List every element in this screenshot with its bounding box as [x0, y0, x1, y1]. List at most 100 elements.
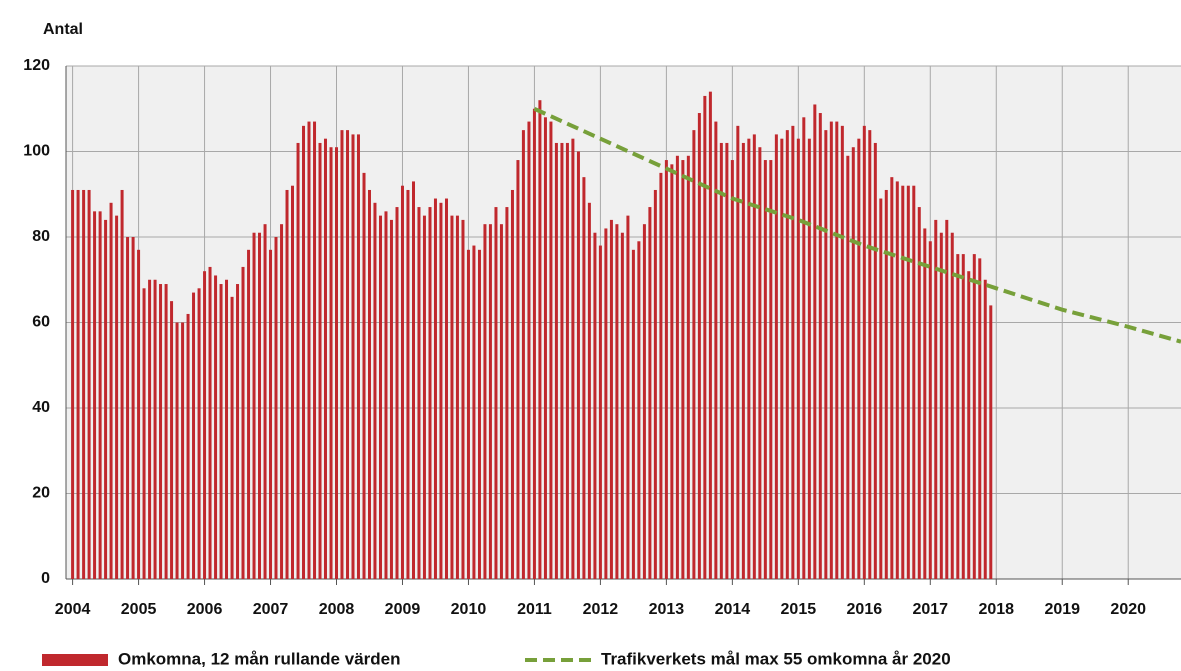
y-axis-label: Antal	[43, 21, 83, 38]
bar	[846, 155, 850, 579]
bar	[510, 189, 514, 579]
bar	[373, 202, 377, 580]
bar	[466, 249, 470, 579]
x-tick-label: 2009	[385, 601, 421, 618]
bar	[82, 189, 86, 579]
bar	[928, 241, 932, 579]
bar	[120, 189, 124, 579]
bar	[153, 279, 157, 579]
y-tick-label: 40	[32, 399, 50, 416]
x-tick-label: 2017	[912, 601, 948, 618]
bar	[725, 142, 729, 579]
bar	[329, 147, 333, 579]
bar	[285, 189, 289, 579]
bar	[978, 258, 982, 579]
bar	[681, 160, 685, 580]
bar	[609, 219, 613, 579]
legend-swatch	[42, 654, 108, 666]
bar	[664, 160, 668, 580]
bar	[186, 313, 190, 579]
y-tick-label: 120	[23, 57, 50, 74]
x-tick-label: 2016	[847, 601, 883, 618]
bar	[747, 138, 751, 580]
bar	[593, 232, 597, 579]
bar	[758, 147, 762, 579]
bar	[538, 100, 542, 579]
bar	[384, 211, 388, 579]
bar	[752, 134, 756, 579]
y-tick-label: 60	[32, 314, 50, 331]
bar	[318, 142, 322, 579]
bar	[554, 142, 558, 579]
bar	[692, 130, 696, 579]
bar	[351, 134, 355, 579]
bar	[791, 125, 795, 579]
legend-label: Omkomna, 12 mån rullande värden	[118, 649, 400, 668]
bar	[714, 121, 718, 579]
legend-label: Trafikverkets mål max 55 omkomna år 2020	[601, 649, 951, 668]
bar	[307, 121, 311, 579]
bar	[906, 185, 910, 579]
bar	[444, 198, 448, 579]
bar	[367, 189, 371, 579]
bar	[582, 177, 586, 579]
x-tick-label: 2004	[55, 601, 91, 618]
bar	[477, 249, 481, 579]
bar	[104, 219, 108, 579]
x-tick-label: 2020	[1110, 601, 1146, 618]
bar	[356, 134, 360, 579]
y-tick-label: 0	[41, 570, 50, 587]
x-tick-label: 2013	[649, 601, 685, 618]
bar	[912, 185, 916, 579]
bar	[87, 189, 91, 579]
bar	[164, 284, 168, 579]
bar	[571, 138, 575, 580]
x-tick-label: 2015	[781, 601, 817, 618]
bar	[197, 288, 201, 579]
bar	[780, 138, 784, 580]
bar	[824, 130, 828, 579]
bar	[598, 245, 602, 580]
bar	[148, 279, 152, 579]
bar	[159, 284, 163, 579]
bar	[252, 232, 256, 579]
x-tick-label: 2014	[715, 601, 751, 618]
bar	[98, 211, 102, 579]
bar	[631, 249, 635, 579]
bar	[565, 142, 569, 579]
bar	[428, 207, 432, 579]
bar	[461, 219, 465, 579]
bar	[868, 130, 872, 579]
bar	[857, 138, 861, 580]
y-tick-label: 100	[23, 143, 50, 160]
bar	[263, 224, 267, 580]
bar	[203, 271, 207, 579]
bar	[890, 177, 894, 579]
bar	[945, 219, 949, 579]
bar	[675, 155, 679, 579]
bar	[379, 215, 383, 579]
x-tick-label: 2008	[319, 601, 355, 618]
bar	[708, 91, 712, 580]
bar	[917, 207, 921, 579]
bar	[269, 249, 273, 579]
bar	[703, 95, 707, 580]
bar	[362, 172, 366, 579]
bar	[835, 121, 839, 579]
bar	[769, 160, 773, 580]
bar	[258, 232, 262, 579]
bar	[208, 266, 212, 579]
bar	[389, 219, 393, 579]
bar	[181, 322, 185, 579]
x-tick-label: 2005	[121, 601, 157, 618]
bar	[774, 134, 778, 579]
y-tick-label: 80	[32, 228, 50, 245]
bar	[989, 305, 993, 579]
bar	[983, 279, 987, 579]
bar	[807, 138, 811, 580]
bar	[192, 292, 196, 579]
bar	[483, 224, 487, 580]
bar	[450, 215, 454, 579]
bar	[439, 202, 443, 580]
